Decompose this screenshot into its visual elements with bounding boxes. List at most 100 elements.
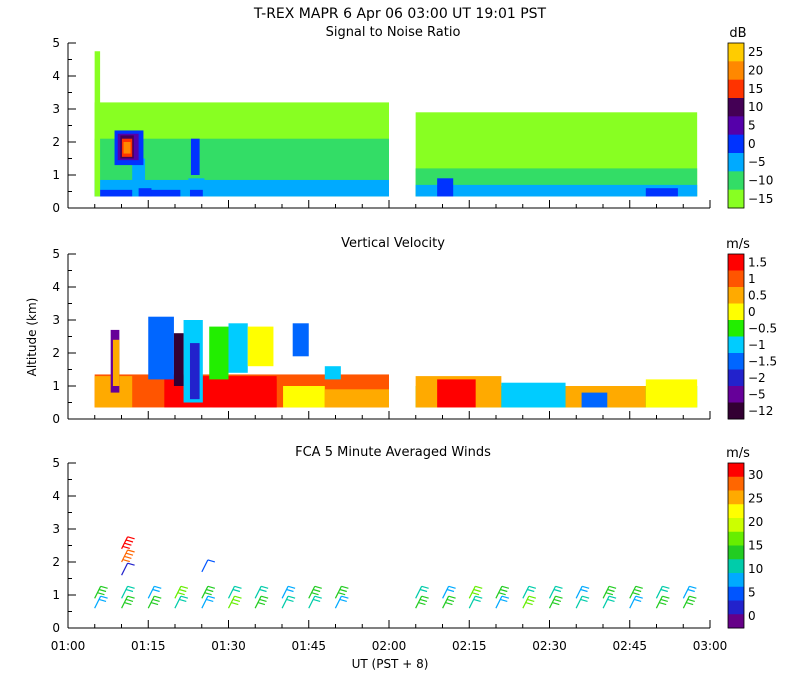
colorbar-swatch (728, 586, 744, 601)
colorbar-label: 30 (748, 468, 763, 482)
wind-barb (227, 595, 242, 609)
panel-title: Vertical Velocity (341, 236, 445, 251)
wind-barb (522, 585, 537, 599)
colorbar-swatch (728, 353, 744, 370)
data-region (138, 188, 152, 197)
colorbar-label: −1 (748, 338, 766, 352)
colorbar-label: 0 (748, 305, 756, 319)
colorbar-frame (727, 253, 745, 420)
x-tick-label: 02:15 (452, 639, 487, 653)
colorbar-swatch (728, 504, 744, 519)
colorbar-label: 1.5 (748, 255, 767, 269)
data-region (324, 389, 389, 408)
panels: Signal to Noise Ratio012345dB2520151050−… (51, 25, 777, 653)
colorbar-frame (727, 42, 745, 209)
colorbar-swatch (728, 98, 744, 117)
wind-barb (548, 595, 563, 609)
wind-barb (147, 585, 162, 599)
colorbar-swatch (728, 402, 744, 420)
colorbar-label: 15 (748, 539, 763, 553)
wind-barb (121, 536, 135, 550)
colorbar-label: −15 (748, 192, 773, 206)
wind-barb (468, 595, 483, 609)
y-tick-label: 1 (52, 379, 60, 393)
wind-barb (575, 585, 590, 599)
data-region (94, 51, 101, 197)
y-tick-label: 3 (52, 102, 60, 116)
y-tick-label: 0 (52, 412, 60, 426)
wind-barb (147, 595, 162, 609)
colorbar-swatch (728, 559, 744, 574)
y-tick-label: 3 (52, 522, 60, 536)
wind-barb (308, 595, 322, 609)
wind-barb (94, 585, 108, 599)
colorbar-label: 1 (748, 272, 756, 286)
panel-title: Signal to Noise Ratio (326, 25, 461, 40)
wind-barb (682, 585, 697, 599)
colorbar-swatch (728, 600, 744, 615)
wind-barb (495, 585, 510, 599)
wind-barb (121, 585, 135, 599)
colorbar-swatch (728, 320, 744, 337)
wind-barb (602, 585, 617, 599)
colorbar-unit: m/s (726, 446, 750, 461)
figure-ylabel: Altitude (km) (25, 298, 39, 377)
x-tick-label: 02:30 (532, 639, 567, 653)
colorbar-frame (727, 462, 745, 629)
colorbar-label: 5 (748, 119, 756, 133)
x-tick-label: 01:30 (211, 639, 246, 653)
y-tick-label: 0 (52, 621, 60, 635)
y-tick-label: 5 (52, 36, 60, 50)
wind-barb (415, 585, 429, 599)
colorbar-unit: m/s (726, 237, 750, 252)
y-tick-label: 4 (52, 69, 60, 83)
colorbar-label: 0 (748, 609, 756, 623)
colorbar-label: 15 (748, 82, 763, 96)
wind-barb (334, 585, 349, 599)
wind-barb (655, 585, 670, 599)
colorbar-label: 25 (748, 491, 763, 505)
y-tick-label: 2 (52, 135, 60, 149)
colorbar-swatch (728, 189, 744, 209)
colorbar-swatch (728, 463, 744, 478)
y-tick-label: 1 (52, 588, 60, 602)
data-region (189, 189, 203, 197)
colorbar-label: 20 (748, 515, 763, 529)
data-region (501, 382, 566, 408)
data-region (189, 343, 200, 400)
y-tick-label: 0 (52, 201, 60, 215)
colorbar-swatch (728, 254, 744, 271)
wind-barb (629, 595, 643, 609)
wind-barb (174, 595, 189, 609)
x-tick-label: 01:00 (51, 639, 86, 653)
data-region (173, 333, 184, 386)
colorbar-label: −10 (748, 174, 773, 188)
wind-barb (575, 595, 590, 609)
figure-title: T-REX MAPR 6 Apr 06 03:00 UT 19:01 PST (253, 6, 547, 22)
x-tick-label: 02:45 (612, 639, 647, 653)
wind-barb (522, 595, 537, 609)
colorbar-label: −0.5 (748, 321, 777, 335)
wind-barb (254, 585, 269, 599)
colorbar-label: −1.5 (748, 354, 777, 368)
colorbar-swatch (728, 545, 744, 560)
wind-barb (227, 585, 242, 599)
colorbar-swatch (728, 336, 744, 354)
wind-barb (254, 595, 269, 609)
y-tick-label: 3 (52, 313, 60, 327)
y-tick-label: 4 (52, 280, 60, 294)
wind-barb (468, 585, 483, 599)
colorbar-swatch (728, 531, 744, 546)
data-region (415, 184, 698, 197)
x-tick-label: 02:00 (372, 639, 407, 653)
x-tick-label: 01:45 (291, 639, 326, 653)
colorbar-swatch (728, 518, 744, 533)
colorbar-swatch (728, 386, 744, 403)
y-tick-label: 4 (52, 489, 60, 503)
data-region (112, 339, 120, 386)
data-region (132, 158, 146, 197)
data-region (645, 188, 678, 197)
wind-barb (201, 585, 216, 599)
